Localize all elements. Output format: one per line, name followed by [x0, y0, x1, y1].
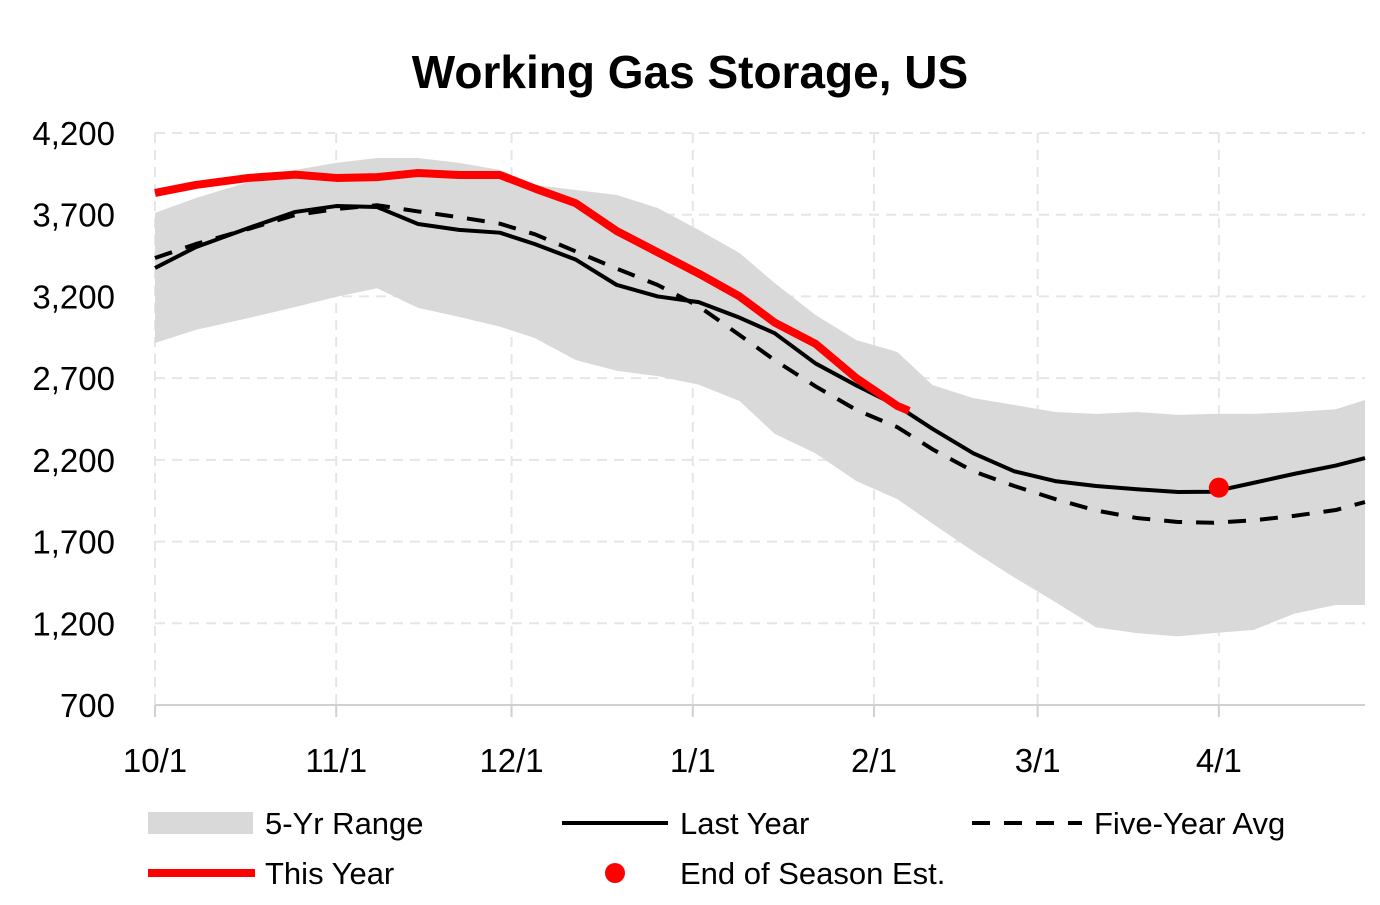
x-tick-label: 12/1 — [479, 742, 543, 779]
chart-title: Working Gas Storage, US — [412, 46, 968, 98]
series-line-five-year-avg — [154, 203, 1366, 525]
series-line-this-year — [154, 169, 911, 415]
x-tick-label: 10/1 — [123, 742, 187, 779]
legend-label-range: 5-Yr Range — [265, 806, 424, 841]
y-tick-label: 3,200 — [32, 278, 115, 315]
x-tick-label: 11/1 — [305, 742, 367, 779]
range-area — [155, 158, 1365, 637]
legend-label-end-of-season: End of Season Est. — [680, 856, 945, 891]
y-tick-label: 1,700 — [32, 524, 115, 561]
legend-swatch-range — [148, 812, 253, 834]
legend-label-five-year-avg: Five-Year Avg — [1094, 806, 1285, 841]
y-tick-label: 700 — [60, 687, 115, 724]
five-year-range-band — [155, 158, 1365, 637]
end-of-season-estimate-point — [1208, 477, 1229, 498]
y-axis-ticks: 4,200 3,700 3,200 2,700 2,200 1,700 1,200 700 — [32, 115, 115, 724]
legend-label-this-year: This Year — [265, 856, 394, 891]
x-tick-label: 4/1 — [1196, 742, 1242, 779]
legend: 5-Yr Range Last Year Five-Year Avg This … — [148, 806, 1285, 891]
x-axis-ticks: 10/1 11/1 12/1 1/1 2/1 3/1 4/1 — [123, 705, 1242, 779]
y-tick-label: 4,200 — [32, 115, 115, 152]
x-tick-label: 3/1 — [1015, 742, 1061, 779]
legend-label-last-year: Last Year — [680, 806, 809, 841]
y-tick-label: 2,700 — [32, 360, 115, 397]
y-tick-label: 3,700 — [32, 197, 115, 234]
y-tick-label: 2,200 — [32, 442, 115, 479]
x-tick-label: 1/1 — [670, 742, 716, 779]
legend-swatch-end-of-season — [605, 863, 625, 883]
x-tick-label: 2/1 — [851, 742, 897, 779]
series-lines — [154, 169, 1366, 525]
y-tick-label: 1,200 — [32, 605, 115, 642]
